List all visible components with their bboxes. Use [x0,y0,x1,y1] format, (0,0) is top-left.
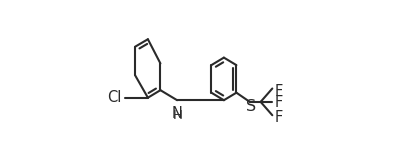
Text: H: H [173,109,183,122]
Text: F: F [275,95,283,110]
Text: Cl: Cl [107,90,121,105]
Text: F: F [275,84,283,99]
Text: S: S [245,99,256,114]
Text: N: N [172,106,182,121]
Text: F: F [275,110,283,125]
